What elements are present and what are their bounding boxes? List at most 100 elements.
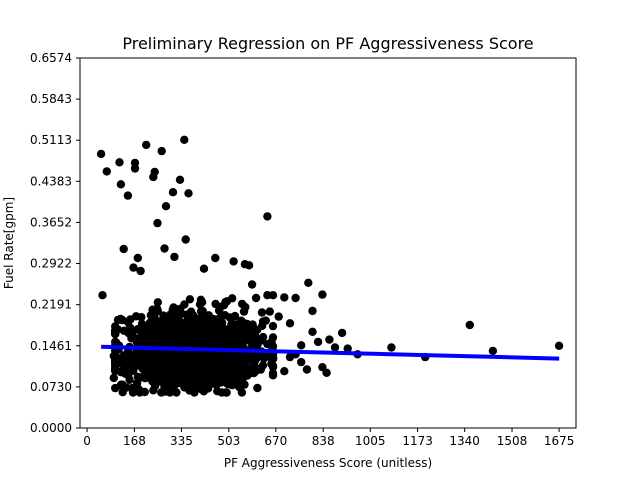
- scatter-point: [211, 253, 220, 263]
- x-tick-label: 838: [312, 434, 335, 448]
- scatter-point: [181, 375, 190, 384]
- scatter-point: [135, 326, 145, 335]
- scatter-point: [268, 361, 278, 370]
- scatter-point: [210, 375, 219, 384]
- scatter-point: [343, 344, 352, 353]
- scatter-point: [98, 291, 107, 300]
- scatter-point: [141, 369, 150, 378]
- scatter-point: [136, 266, 145, 276]
- y-axis-label: Fuel Rate[gpm]: [2, 197, 16, 289]
- x-tick-label: 670: [264, 434, 287, 448]
- scatter-point: [189, 311, 198, 320]
- x-tick-label: 503: [217, 434, 240, 448]
- x-tick-label: 1675: [544, 434, 575, 448]
- scatter-point: [231, 355, 240, 365]
- scatter-point: [146, 311, 156, 320]
- scatter-point: [280, 293, 289, 302]
- scatter-point: [465, 320, 474, 330]
- scatter-point: [127, 334, 136, 343]
- scatter-point: [263, 212, 272, 221]
- scatter-point: [268, 352, 278, 361]
- scatter-point: [237, 316, 246, 325]
- scatter-point: [109, 373, 119, 383]
- scatter-point: [111, 354, 120, 363]
- scatter-point: [119, 244, 128, 254]
- scatter-point: [285, 319, 295, 328]
- scatter-point: [155, 325, 164, 334]
- scatter-point: [196, 307, 206, 316]
- scatter-point: [256, 365, 265, 374]
- scatter-point: [387, 343, 396, 352]
- x-tick-label: 1508: [497, 434, 528, 448]
- scatter-point: [313, 337, 323, 347]
- scatter-point: [199, 387, 208, 396]
- scatter-point: [154, 368, 163, 377]
- scatter-point: [202, 375, 211, 384]
- scatter-point: [172, 367, 181, 377]
- scatter-point: [182, 336, 191, 345]
- scatter-point: [133, 351, 143, 360]
- scatter-point: [265, 307, 274, 316]
- scatter-point: [148, 377, 157, 386]
- scatter-point: [268, 321, 278, 331]
- scatter-point: [251, 293, 261, 303]
- scatter-point: [113, 315, 123, 325]
- scatter-point: [188, 329, 197, 339]
- scatter-point: [170, 375, 179, 384]
- scatter-point: [150, 167, 159, 177]
- scatter-point: [175, 175, 185, 184]
- scatter-point: [199, 264, 209, 273]
- axes-frame: [79, 57, 577, 429]
- scatter-point: [248, 320, 257, 329]
- x-axis: 0 168 335 503 670 838 1005 1173 1340 1508 1675: [83, 428, 574, 448]
- scatter-point: [247, 280, 257, 289]
- x-axis-label: PF Aggressiveness Score (unitless): [224, 456, 432, 470]
- y-tick-label: 0.3652: [30, 215, 72, 229]
- scatter-point: [111, 383, 120, 393]
- scatter-point: [337, 328, 347, 338]
- scatter-point: [202, 365, 212, 374]
- scatter-point: [274, 312, 283, 321]
- scatter-point: [258, 332, 268, 342]
- scatter-point: [246, 368, 256, 378]
- scatter-point: [554, 341, 564, 350]
- scatter-point: [308, 306, 317, 316]
- scatter-point: [209, 314, 218, 324]
- scatter-point: [111, 366, 120, 375]
- scatter-point: [201, 315, 210, 324]
- scatter-point: [175, 361, 184, 370]
- scatter-point: [184, 363, 193, 373]
- scatter-point: [231, 322, 240, 331]
- scatter-point: [152, 304, 162, 313]
- scatter-point: [170, 333, 180, 342]
- scatter-point: [116, 180, 126, 189]
- scatter-point: [228, 294, 237, 303]
- scatter-point: [225, 333, 234, 342]
- y-tick-label: 0.5843: [30, 92, 72, 106]
- scatter-point: [330, 343, 340, 352]
- scatter-point: [240, 260, 250, 269]
- scatter-point: [182, 324, 192, 334]
- y-tick-label: 0.1461: [30, 339, 72, 353]
- scatter-point: [142, 140, 151, 150]
- scatter-point: [111, 338, 121, 347]
- scatter-point: [153, 218, 162, 228]
- scatter-point: [153, 298, 162, 307]
- scatter-point: [212, 322, 221, 331]
- scatter-point: [160, 244, 169, 253]
- scatter-point: [149, 386, 158, 395]
- x-tick-label: 1173: [402, 434, 433, 448]
- scatter-point: [170, 324, 179, 334]
- scatter-point: [111, 329, 120, 339]
- plot-area: [96, 135, 564, 397]
- scatter-point: [130, 164, 140, 173]
- scatter-point: [170, 252, 179, 262]
- scatter-point: [184, 189, 193, 198]
- scatter-point: [180, 300, 189, 309]
- scatter-point: [227, 370, 236, 379]
- scatter-point: [169, 303, 178, 312]
- scatter-point: [115, 158, 124, 167]
- scatter-point: [161, 387, 170, 396]
